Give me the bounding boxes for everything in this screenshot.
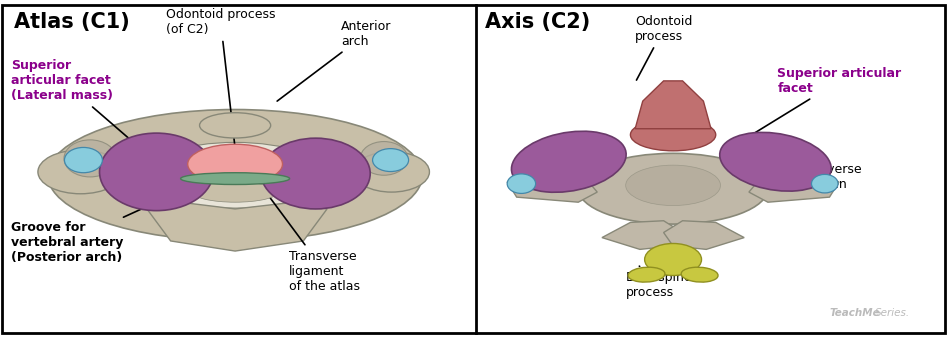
Polygon shape — [664, 221, 744, 249]
Ellipse shape — [354, 152, 429, 192]
Ellipse shape — [188, 144, 283, 184]
Ellipse shape — [262, 138, 370, 209]
Ellipse shape — [47, 110, 423, 241]
Ellipse shape — [578, 153, 768, 224]
Text: Anterior
arch: Anterior arch — [277, 20, 392, 101]
Polygon shape — [635, 81, 711, 129]
Ellipse shape — [100, 133, 213, 211]
Ellipse shape — [720, 132, 831, 191]
Text: Superior
articular facet
(Lateral mass): Superior articular facet (Lateral mass) — [11, 59, 138, 147]
Text: Atlas (C1): Atlas (C1) — [14, 12, 130, 32]
Polygon shape — [507, 172, 597, 202]
Ellipse shape — [645, 243, 702, 276]
Ellipse shape — [360, 142, 408, 175]
Text: Series.: Series. — [875, 308, 910, 318]
Ellipse shape — [142, 142, 328, 208]
Ellipse shape — [507, 174, 536, 193]
Ellipse shape — [64, 140, 116, 177]
Text: Superior articular
facet: Superior articular facet — [751, 67, 902, 135]
Ellipse shape — [629, 267, 665, 282]
Text: Odontoid process
(of C2): Odontoid process (of C2) — [166, 8, 276, 146]
Ellipse shape — [64, 148, 102, 173]
Ellipse shape — [512, 131, 626, 192]
Ellipse shape — [626, 165, 720, 206]
Text: TeachMe: TeachMe — [830, 308, 880, 318]
Ellipse shape — [682, 267, 718, 282]
Text: Transverse
ligament
of the atlas: Transverse ligament of the atlas — [246, 166, 360, 293]
Ellipse shape — [192, 182, 278, 202]
Ellipse shape — [38, 150, 123, 194]
Polygon shape — [602, 221, 683, 249]
Polygon shape — [147, 202, 327, 251]
Ellipse shape — [199, 113, 271, 138]
Text: Transverse
foramen: Transverse foramen — [771, 163, 862, 191]
Ellipse shape — [630, 119, 716, 151]
Ellipse shape — [811, 174, 838, 193]
Ellipse shape — [180, 173, 289, 185]
Text: Axis (C2): Axis (C2) — [485, 12, 591, 32]
Text: Bifid spinous
process: Bifid spinous process — [626, 266, 705, 299]
Text: Groove for
vertebral artery
(Posterior arch): Groove for vertebral artery (Posterior a… — [11, 203, 154, 264]
Text: Odontoid
process: Odontoid process — [635, 14, 693, 80]
Ellipse shape — [373, 149, 409, 172]
Polygon shape — [749, 172, 839, 202]
